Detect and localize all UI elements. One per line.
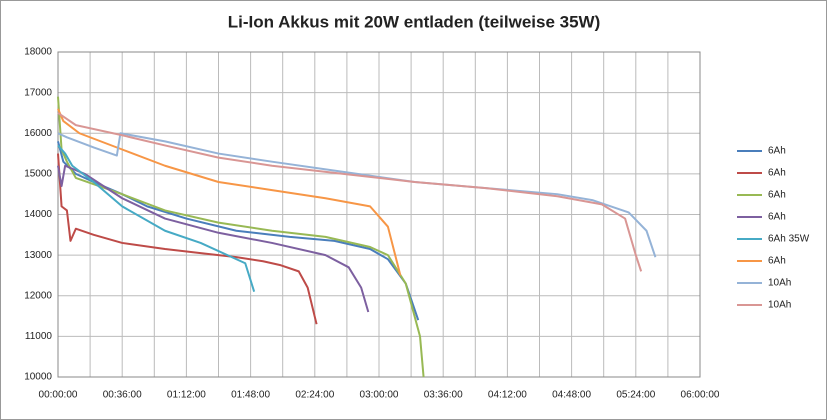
x-tick-label: 04:12:00 (488, 390, 527, 401)
y-tick-label: 14000 (24, 209, 52, 220)
x-tick-label: 03:00:00 (360, 390, 399, 401)
legend-label: 6Ah (768, 190, 786, 201)
series-line (57, 144, 256, 292)
series-line (57, 141, 420, 321)
x-tick-label: 06:00:00 (681, 390, 720, 401)
series-line (57, 132, 657, 258)
x-tick-label: 05:24:00 (616, 390, 655, 401)
series-line (57, 153, 318, 325)
y-tick-label: 12000 (24, 290, 52, 301)
chart-title: Li-Ion Akkus mit 20W entladen (teilweise… (228, 12, 601, 31)
x-tick-label: 00:36:00 (103, 390, 142, 401)
x-tick-label: 01:12:00 (167, 390, 206, 401)
legend-label: 6Ah (768, 256, 786, 267)
legend-label: 6Ah (768, 168, 786, 179)
y-tick-label: 10000 (24, 372, 52, 383)
legend-label: 6Ah (768, 146, 786, 157)
y-tick-label: 17000 (24, 87, 52, 98)
legend-label: 10Ah (768, 278, 791, 289)
y-tick-label: 16000 (24, 128, 52, 139)
legend-label: 6Ah 35W (768, 234, 810, 245)
x-tick-label: 01:48:00 (231, 390, 270, 401)
y-tick-label: 18000 (24, 47, 52, 58)
x-tick-label: 03:36:00 (424, 390, 463, 401)
legend-label: 6Ah (768, 212, 786, 223)
series-line (57, 108, 402, 276)
series-line (57, 112, 643, 272)
series-line (57, 96, 425, 378)
y-tick-label: 15000 (24, 169, 52, 180)
x-tick-label: 02:24:00 (295, 390, 334, 401)
legend-label: 10Ah (768, 300, 791, 311)
y-tick-label: 13000 (24, 250, 52, 261)
x-tick-label: 04:48:00 (552, 390, 591, 401)
x-tick-label: 00:00:00 (39, 390, 78, 401)
y-tick-label: 11000 (25, 331, 53, 342)
plot-frame (57, 51, 701, 378)
series-line (57, 164, 370, 313)
